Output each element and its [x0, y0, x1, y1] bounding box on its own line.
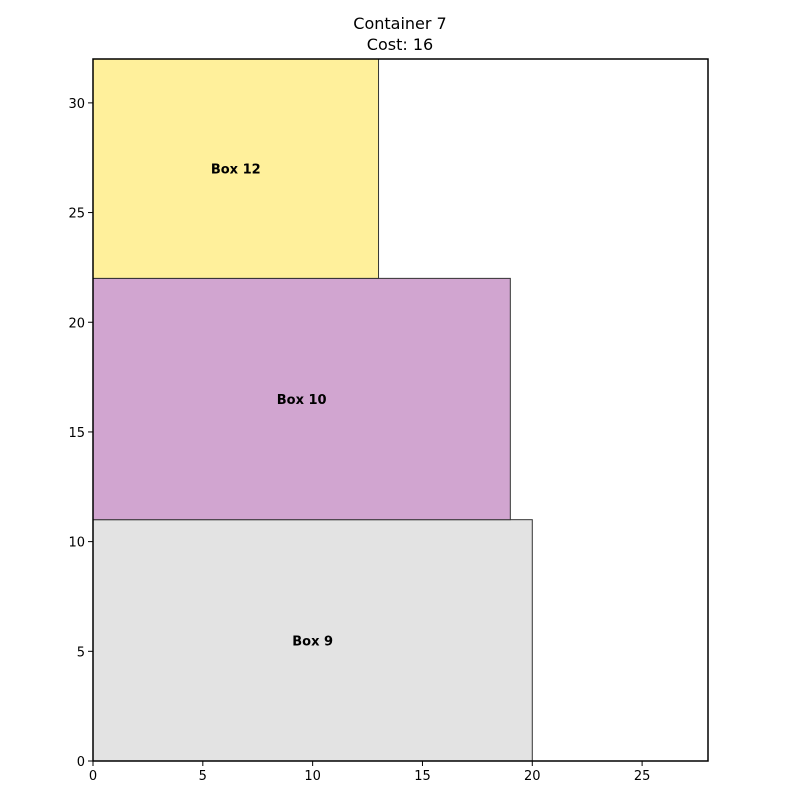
y-tick-label: 5 [77, 645, 85, 660]
x-tick-label: 20 [524, 769, 541, 784]
boxes-layer: Box 9 Box 10 Box 12 [92, 58, 533, 762]
axis-ticks: 0 5 10 15 20 25 0 5 10 15 20 25 30 [68, 97, 650, 784]
y-tick-label: 15 [68, 426, 85, 441]
x-tick-label: 25 [634, 769, 651, 784]
box-label: Box 9 [292, 634, 333, 649]
y-tick-label: 30 [68, 97, 85, 112]
x-tick-label: 10 [304, 769, 321, 784]
figure-title-line1: Container 7 [353, 14, 446, 33]
y-tick-label: 25 [68, 207, 85, 222]
box-rect [92, 277, 511, 521]
x-tick-label: 15 [414, 769, 431, 784]
container-outline [92, 58, 709, 762]
box-rect [92, 519, 533, 762]
x-tick-label: 5 [199, 769, 207, 784]
box-label: Box 10 [277, 393, 327, 408]
box-label: Box 12 [211, 163, 261, 178]
x-tick-label: 0 [89, 769, 97, 784]
y-tick-label: 0 [77, 755, 85, 770]
y-tick-label: 10 [68, 536, 85, 551]
y-tick-label: 20 [68, 316, 85, 331]
figure-title-line2: Cost: 16 [367, 35, 433, 54]
